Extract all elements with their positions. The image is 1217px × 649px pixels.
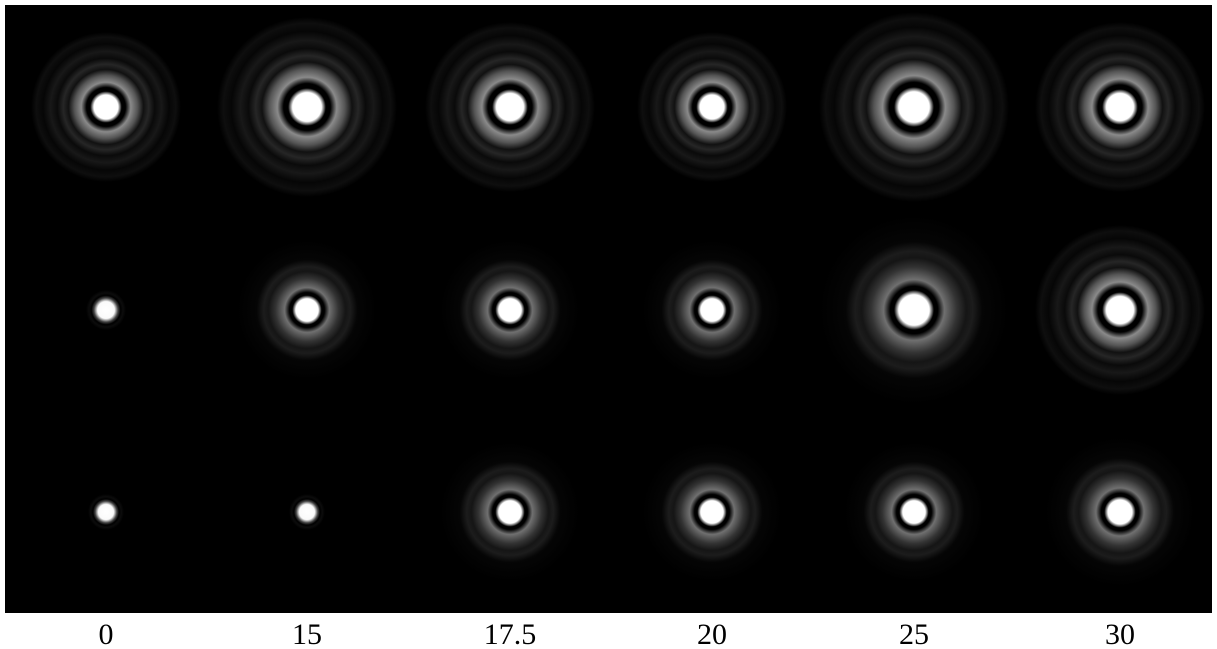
airy-pattern (425, 22, 595, 192)
image-panel (5, 5, 1212, 613)
airy-pattern (844, 442, 984, 582)
airy-pattern (1035, 225, 1205, 395)
airy-pattern (440, 442, 580, 582)
column-label: 25 (899, 618, 929, 649)
column-labels: 0 15 17.5 20 25 30 (99, 618, 1136, 649)
airy-pattern (819, 12, 1009, 202)
airy-pattern (237, 240, 377, 380)
airy-pattern (217, 17, 397, 197)
column-label: 0 (99, 618, 114, 649)
airy-pattern (1045, 437, 1195, 587)
airy-pattern (1035, 22, 1205, 192)
column-label: 17.5 (484, 618, 537, 649)
column-label: 15 (292, 618, 322, 649)
diffraction-patterns (31, 12, 1205, 587)
airy-pattern (642, 240, 782, 380)
airy-pattern (642, 442, 782, 582)
column-label: 20 (697, 618, 727, 649)
airy-pattern (819, 215, 1009, 405)
airy-pattern (262, 467, 352, 557)
airy-pattern (61, 467, 151, 557)
airy-pattern (440, 240, 580, 380)
airy-pattern (637, 32, 787, 182)
airy-pattern (56, 260, 156, 360)
airy-pattern (31, 32, 181, 182)
column-label: 30 (1105, 618, 1135, 649)
